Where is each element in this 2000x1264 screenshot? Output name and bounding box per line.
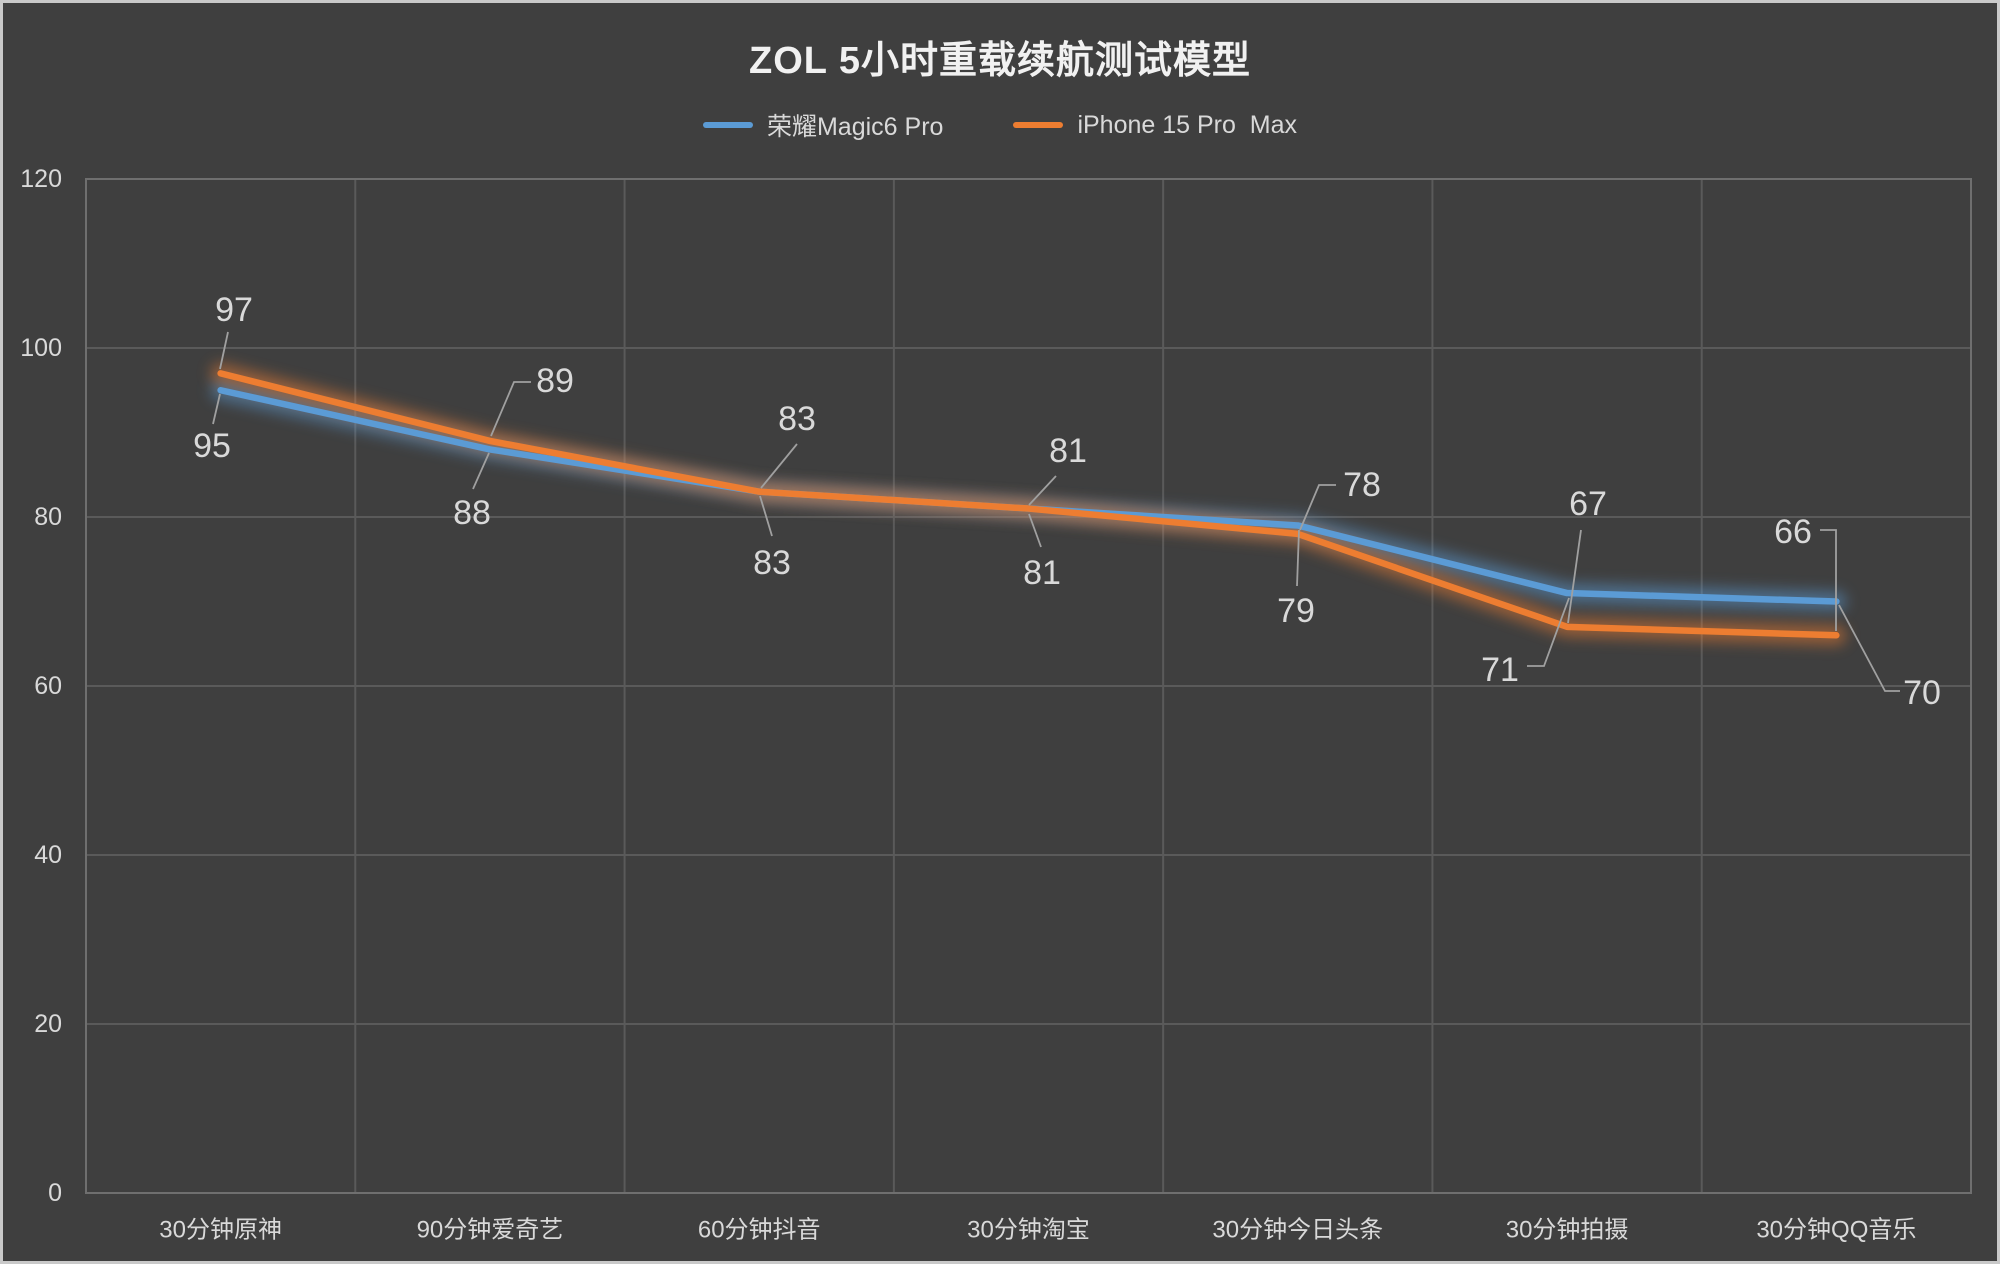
- label-leader-line: [1028, 513, 1042, 548]
- data-label-iphone: 67: [1569, 485, 1607, 523]
- data-label-iphone: 97: [215, 291, 253, 329]
- label-leader-line: [1028, 475, 1057, 506]
- label-leader-line: [1296, 529, 1300, 587]
- data-label-honor: 81: [1023, 554, 1061, 592]
- legend-label-iphone: iPhone 15 Pro Max: [1077, 110, 1298, 139]
- label-leader-line: [1838, 604, 1900, 692]
- label-leader-line: [219, 331, 229, 370]
- x-axis-label: 30分钟原神: [159, 1217, 282, 1244]
- y-tick-label: 80: [34, 503, 62, 531]
- y-tick-label: 40: [34, 841, 62, 869]
- x-axis-label: 30分钟QQ音乐: [1756, 1217, 1916, 1244]
- y-tick-label: 120: [20, 165, 62, 193]
- label-leader-line: [1299, 484, 1336, 531]
- data-label-honor: 79: [1277, 592, 1315, 630]
- label-leader-line: [472, 452, 490, 490]
- label-leader-line: [1527, 597, 1570, 667]
- x-axis-label: 30分钟今日头条: [1212, 1217, 1383, 1244]
- series-line-iphone: [217, 370, 1840, 639]
- chart-title: ZOL 5小时重载续航测试模型: [749, 40, 1251, 82]
- y-tick-label: 0: [48, 1179, 62, 1207]
- legend-swatch-honor: [702, 122, 753, 128]
- data-label-honor: 88: [453, 494, 491, 532]
- data-label-iphone: 66: [1774, 513, 1812, 551]
- label-leader-line: [490, 381, 531, 437]
- y-tick-label: 20: [34, 1010, 62, 1038]
- data-label-honor: 83: [753, 544, 791, 582]
- x-axis-label: 30分钟拍摄: [1506, 1217, 1629, 1244]
- y-tick-label: 60: [34, 672, 62, 700]
- label-leader-line: [212, 393, 221, 425]
- legend-swatch-iphone: [1013, 122, 1064, 128]
- label-leader-line: [1820, 529, 1837, 631]
- x-axis-label: 30分钟淘宝: [967, 1217, 1090, 1244]
- label-leader-line: [760, 443, 798, 489]
- legend-item-iphone: iPhone 15 Pro Max: [1013, 111, 1297, 140]
- data-label-iphone: 83: [778, 400, 816, 438]
- chart-plot-area: 97 95 89 88 83 83 81 81 78 79 67 71 66 70 0 20 40 60 80 10…: [20, 165, 1972, 1244]
- data-label-iphone: 78: [1343, 466, 1381, 504]
- plot-border: [85, 178, 1972, 1194]
- legend-item-honor: 荣耀Magic6 Pro: [702, 107, 944, 143]
- data-label-honor: 70: [1903, 674, 1941, 712]
- y-tick-label: 100: [20, 334, 62, 362]
- data-label-honor: 95: [193, 427, 231, 465]
- data-label-honor: 71: [1481, 651, 1519, 689]
- data-label-iphone: 89: [536, 362, 574, 400]
- x-axis-label: 90分钟爱奇艺: [417, 1217, 564, 1244]
- label-leader-line: [1567, 529, 1582, 624]
- x-axis-label: 60分钟抖音: [698, 1217, 821, 1244]
- legend: 荣耀Magic6 Pro iPhone 15 Pro Max: [3, 107, 1997, 143]
- legend-label-honor: 荣耀Magic6 Pro: [766, 113, 944, 141]
- data-label-iphone: 81: [1049, 432, 1087, 470]
- label-leader-line: [759, 495, 773, 537]
